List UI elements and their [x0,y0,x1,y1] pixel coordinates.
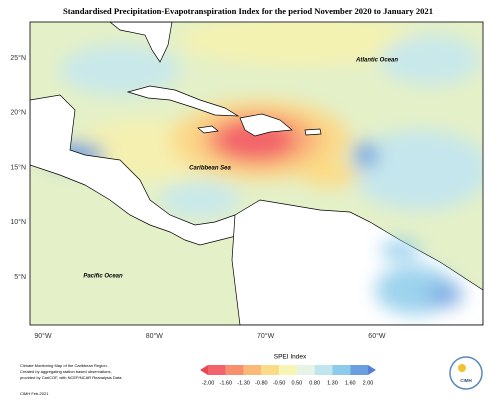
legend-title: SPEI Index [274,354,307,361]
logo [449,356,483,390]
lat-label: 5°N [14,273,26,281]
legend-label: -0.80 [255,380,268,386]
legend: -2.00 -1.60 -1.30 -0.80 -0.50 0.50 0.80 1.30 1.6… [200,365,376,386]
note: Climate Monitoring Map of the Caribbean … [20,363,108,368]
legend-swatch [243,365,262,375]
lat-label: 25°N [10,54,26,62]
lat-label: 20°N [10,109,26,117]
legend-label: -2.00 [202,380,215,386]
map-frame [29,21,484,326]
legend-swatch [279,365,297,375]
logo-text: CIMH [460,378,472,383]
legend-swatch [296,365,315,375]
lon-label: 80°W [146,332,164,340]
legend-label: 0.80 [309,380,320,386]
hispaniola [239,113,293,137]
legend-swatch [261,365,280,375]
legend-swatch [225,365,244,375]
lon-label: 90°W [34,332,52,340]
legend-swatch [314,365,333,375]
jamaica [197,125,219,134]
ocean-label: Pacific Ocean [83,274,123,280]
legend-label: 0.50 [292,380,303,386]
map-area [30,22,483,325]
lon-label: 70°W [257,332,275,340]
map-title: Standardised Precipitation-Evapotranspir… [63,6,433,16]
ocean-label: Atlantic Ocean [355,58,398,64]
legend-end [368,365,376,375]
legend-swatch [208,365,226,375]
note: provided by CariCOF, with NCEP/NCAR Rean… [20,375,122,380]
puerto-rico [304,128,322,136]
legend-label: 1.60 [345,380,356,386]
legend-label: -1.30 [237,380,250,386]
legend-swatch [332,365,351,375]
legend-label: 2.00 [363,380,374,386]
note: Created by aggregating station based obs… [20,369,112,374]
legend-label: -0.50 [273,380,286,386]
lon-label: 60°W [368,332,386,340]
lon-labels: 90°W 80°W 70°W 60°W [34,332,385,340]
cuba [126,85,240,117]
sea-label: Caribbean Sea [189,166,231,172]
lat-labels: 25°N 20°N 15°N 10°N 5°N [10,54,26,281]
legend-label: 1.30 [327,380,338,386]
lat-label: 15°N [10,163,26,171]
legend-end [200,365,208,375]
logo-sun [458,364,466,372]
legend-swatch [350,365,368,375]
credit: CIMH Feb-2021 [20,391,49,396]
lat-label: 10°N [10,218,26,226]
florida [109,22,173,63]
legend-label: -1.60 [220,380,233,386]
